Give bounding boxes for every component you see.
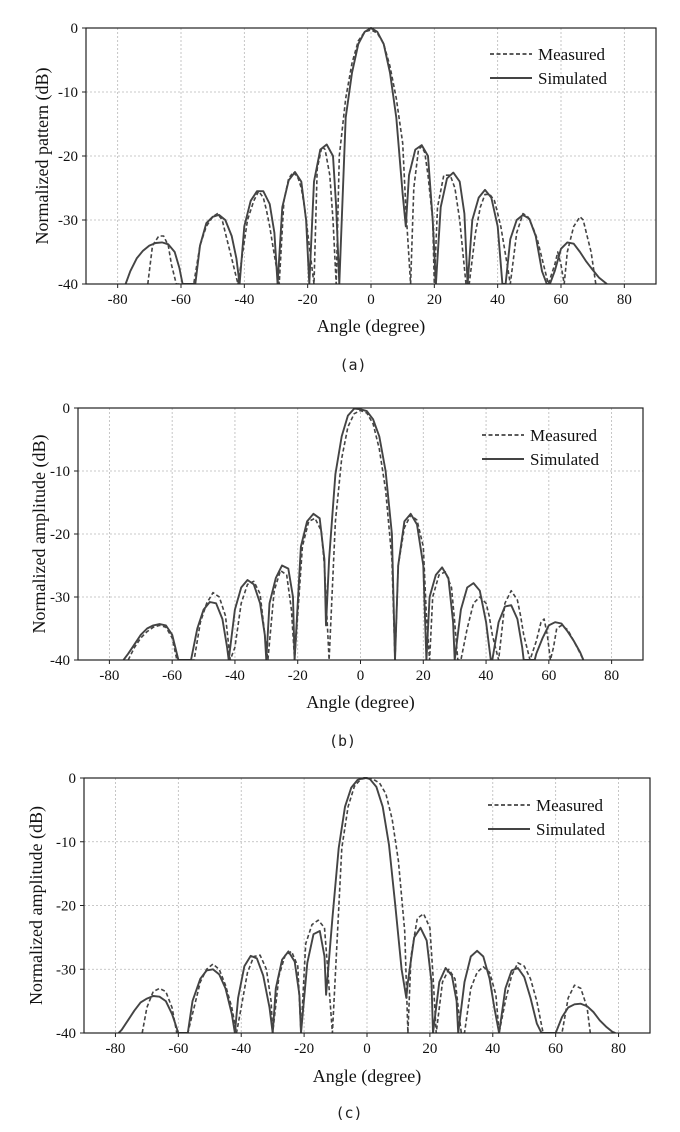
x-tick-label: 40 (490, 292, 505, 308)
y-tick-label: -20 (50, 527, 70, 543)
x-axis-label: Angle (degree) (317, 316, 425, 337)
x-tick-label: 60 (541, 668, 556, 684)
x-tick-label: 0 (363, 1041, 371, 1057)
x-tick-label: -60 (168, 1041, 188, 1057)
legend-label-measured: Measured (530, 426, 598, 445)
x-tick-label: 40 (479, 668, 494, 684)
x-tick-label: 0 (357, 668, 365, 684)
x-tick-label: -20 (294, 1041, 314, 1057)
x-tick-label: 60 (554, 292, 569, 308)
x-tick-label: -60 (171, 292, 191, 308)
y-tick-label: -30 (50, 590, 70, 606)
x-tick-label: -20 (288, 668, 308, 684)
series-line-measured (147, 29, 597, 284)
legend-label-simulated: Simulated (530, 450, 599, 469)
chart-caption: (c) (335, 1104, 362, 1122)
x-tick-label: -60 (162, 668, 182, 684)
y-tick-label: -40 (56, 1026, 76, 1042)
y-tick-label: 0 (71, 21, 79, 37)
x-tick-label: 0 (367, 292, 375, 308)
x-tick-label: 60 (548, 1041, 563, 1057)
x-tick-label: -80 (108, 292, 128, 308)
x-tick-label: -80 (99, 668, 119, 684)
y-tick-label: -20 (56, 899, 76, 915)
y-tick-label: -30 (58, 213, 78, 229)
legend-label-simulated: Simulated (536, 820, 605, 839)
y-tick-label: -40 (58, 277, 78, 293)
y-axis-label: Normalized amplitude (dB) (29, 435, 50, 634)
x-tick-label: 20 (422, 1041, 437, 1057)
chart-caption: (b) (329, 732, 356, 750)
x-tick-label: -20 (298, 292, 318, 308)
y-tick-label: -30 (56, 962, 76, 978)
chart-panel-3: -80 -60 -40 -20 0 20 40 60 80 0 -10 -20 -30 -40 Angle … (26, 771, 651, 1122)
x-tick-label: -40 (234, 292, 254, 308)
series-line-simulated (122, 407, 585, 660)
y-tick-label: -20 (58, 149, 78, 165)
x-tick-label: 20 (427, 292, 442, 308)
x-tick-label: 80 (611, 1041, 626, 1057)
series-line-measured (127, 409, 585, 660)
x-tick-label: -40 (231, 1041, 251, 1057)
legend-label-simulated: Simulated (538, 69, 607, 88)
x-axis-label: Angle (degree) (306, 692, 414, 713)
y-axis-label: Normalized pattern (dB) (32, 68, 53, 245)
chart-caption: (a) (339, 356, 366, 374)
y-tick-label: 0 (69, 771, 77, 787)
series-line-simulated (124, 27, 608, 284)
x-tick-label: 20 (416, 668, 431, 684)
x-tick-label: -40 (225, 668, 245, 684)
y-tick-label: 0 (63, 401, 71, 417)
series-line-measured (141, 777, 592, 1033)
chart-panel-1: -80 -60 -40 -20 0 20 40 60 80 0 -10 -20 -30 -40 Angle … (32, 21, 657, 374)
chart-panel-2: -80 -60 -40 -20 0 20 40 60 80 0 -10 -20 -30 -40 Angle … (29, 401, 644, 750)
x-tick-label: 40 (485, 1041, 500, 1057)
legend-label-measured: Measured (538, 45, 606, 64)
x-tick-label: 80 (604, 668, 619, 684)
x-tick-label: -80 (105, 1041, 125, 1057)
x-axis-label: Angle (degree) (313, 1066, 421, 1087)
y-tick-label: -10 (58, 85, 78, 101)
y-axis-label: Normalized amplitude (dB) (26, 806, 47, 1005)
y-tick-label: -10 (50, 464, 70, 480)
y-tick-label: -40 (50, 653, 70, 669)
x-tick-label: 80 (617, 292, 632, 308)
legend-label-measured: Measured (536, 796, 604, 815)
y-tick-label: -10 (56, 835, 76, 851)
